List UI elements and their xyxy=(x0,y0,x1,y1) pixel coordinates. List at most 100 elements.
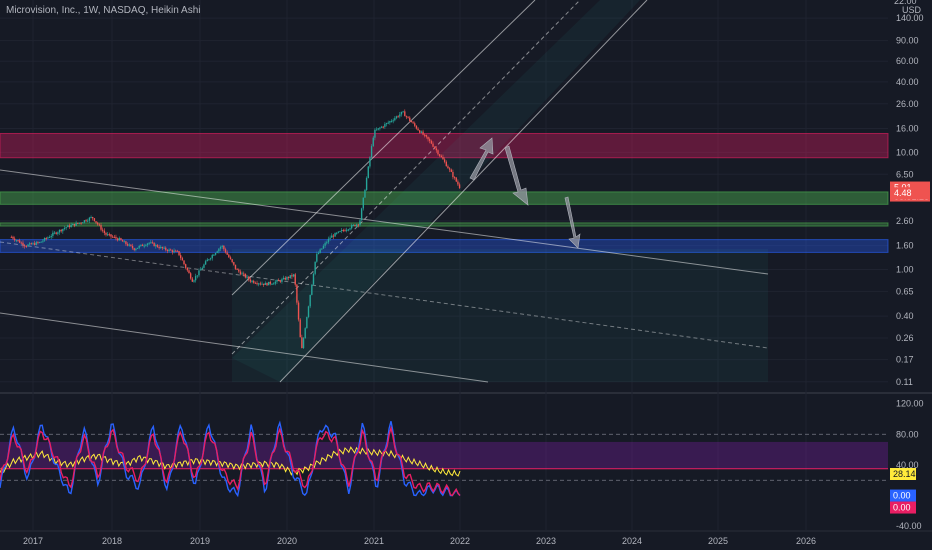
rsi-value-label: 28.14 xyxy=(893,469,916,479)
candle-body xyxy=(128,244,130,246)
candle-body xyxy=(23,245,26,247)
candle-body xyxy=(435,148,438,151)
top-price-tick: 22.00 xyxy=(894,0,917,6)
candle-body xyxy=(62,228,64,232)
candle-body xyxy=(377,128,379,130)
candle-body xyxy=(72,223,74,225)
candle-body xyxy=(146,243,149,246)
candle-body xyxy=(165,247,167,250)
candle-body xyxy=(410,120,413,123)
candle-body xyxy=(307,306,310,318)
candle-body xyxy=(113,236,115,238)
candle-body xyxy=(249,279,252,282)
candle-body xyxy=(25,246,28,248)
candle-body xyxy=(13,238,16,241)
candle-body xyxy=(407,116,409,118)
candle-body xyxy=(349,228,351,230)
currency-label: USD xyxy=(902,5,922,15)
candle-body xyxy=(40,241,42,243)
candle-body xyxy=(289,275,291,278)
candle-body xyxy=(458,184,461,189)
candle-body xyxy=(442,157,444,160)
candle-body xyxy=(360,208,363,221)
candle-body xyxy=(311,284,313,295)
candle-body xyxy=(332,235,335,237)
candle-body xyxy=(110,234,112,237)
candle-body xyxy=(219,246,222,249)
candle-body xyxy=(364,189,366,198)
candle-body xyxy=(116,238,119,241)
low-price-label-bg xyxy=(890,187,930,200)
candle-body xyxy=(267,281,270,286)
symbol-legend[interactable]: Microvision, Inc., 1W, NASDAQ, Heikin As… xyxy=(6,5,201,16)
candle-body xyxy=(440,155,443,158)
falling-channel-lower xyxy=(0,312,489,383)
candle-body xyxy=(156,244,159,248)
candle-body xyxy=(135,248,137,251)
candle-body xyxy=(96,222,99,225)
candle-body xyxy=(276,280,278,282)
candle-body xyxy=(57,232,59,234)
candle-body xyxy=(186,267,189,271)
candle-body xyxy=(258,283,260,285)
price-tick-label: 1.00 xyxy=(896,265,914,275)
candle-body xyxy=(55,232,57,234)
candle-body xyxy=(166,249,169,252)
candle-body xyxy=(10,236,13,238)
candle-body xyxy=(229,257,232,260)
candle-body xyxy=(448,168,451,170)
candle-body xyxy=(243,273,245,275)
candle-body xyxy=(20,242,23,244)
candle-body xyxy=(425,134,428,137)
price-tick-label: 60.00 xyxy=(896,56,919,66)
candle-body xyxy=(370,146,373,158)
oscillator-tick-label: 120.00 xyxy=(896,399,924,409)
candle-body xyxy=(447,166,449,169)
candle-body xyxy=(37,242,39,244)
candle-body xyxy=(420,131,423,133)
price-tick-label: 16.00 xyxy=(896,123,919,133)
price-tick-label: 1.60 xyxy=(896,241,914,251)
candle-body xyxy=(317,252,320,255)
price-tick-label: 2.60 xyxy=(896,216,914,226)
candle-body xyxy=(175,250,177,252)
candle-body xyxy=(130,244,132,246)
candle-body xyxy=(312,273,315,285)
candle-body xyxy=(123,241,125,243)
candle-body xyxy=(422,131,424,135)
down-arrow-1 xyxy=(504,145,529,206)
candle-body xyxy=(282,277,285,280)
oscillator-tick-label: -40.00 xyxy=(896,521,922,531)
oscillator-tick-label: 40.00 xyxy=(896,460,919,470)
time-tick-label: 2022 xyxy=(450,536,470,546)
candle-body xyxy=(68,225,71,228)
time-tick-label: 2021 xyxy=(364,536,384,546)
candle-body xyxy=(189,273,192,279)
candle-body xyxy=(334,233,336,237)
candle-body xyxy=(437,150,439,155)
time-tick-label: 2025 xyxy=(708,536,728,546)
candle-body xyxy=(43,238,46,241)
candle-body xyxy=(158,247,160,249)
candle-body xyxy=(173,250,175,253)
candle-body xyxy=(274,281,277,284)
candle-body xyxy=(15,240,18,242)
zone-demand xyxy=(0,239,889,253)
candle-body xyxy=(155,244,157,247)
candle-body xyxy=(354,224,356,227)
price-tick-label: 6.50 xyxy=(896,169,914,179)
candle-body xyxy=(331,235,333,238)
candle-body xyxy=(216,251,218,253)
rising-channel-shade xyxy=(232,0,640,382)
candle-body xyxy=(160,246,162,249)
candle-body xyxy=(83,220,86,223)
time-axis: 2017 2018 2019 2020 2021 2022 2023 2024 2025 2026 xyxy=(23,536,816,546)
candle-body xyxy=(387,122,389,124)
oscillator-tick-label: 80.00 xyxy=(896,429,919,439)
candle-body xyxy=(115,236,117,239)
candle-body xyxy=(339,231,341,233)
candle-body xyxy=(262,283,265,285)
price-tick-label: 40.00 xyxy=(896,77,919,87)
candle-body xyxy=(336,232,338,234)
